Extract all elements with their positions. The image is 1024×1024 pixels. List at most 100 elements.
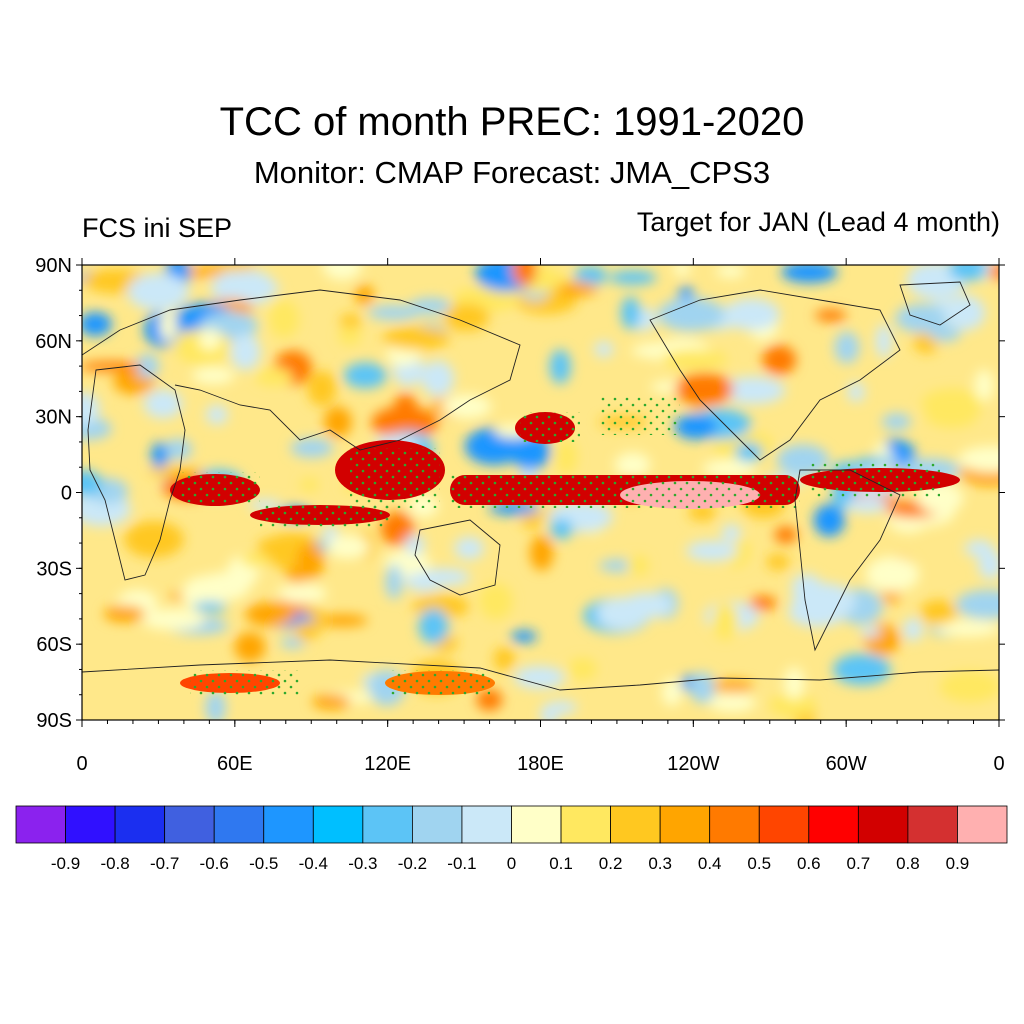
field-cell — [673, 265, 691, 277]
field-cell — [920, 599, 958, 625]
colorbar-swatch — [164, 805, 215, 844]
coastlines — [82, 281, 999, 691]
colorbar-label: 0.1 — [549, 854, 573, 873]
field-cell — [418, 608, 449, 644]
field-cell — [964, 539, 994, 557]
field-cell — [192, 366, 235, 385]
field-cell — [325, 535, 370, 559]
colorbar-swatch — [659, 805, 711, 844]
field-cell — [948, 265, 987, 282]
y-axis-label: 30S — [36, 558, 72, 580]
south-america-coast — [794, 469, 901, 652]
field-cell — [802, 585, 821, 614]
field-cell — [958, 446, 999, 473]
colorbar-swatch — [114, 805, 166, 844]
colorbar-swatch — [709, 805, 760, 844]
page-title: TCC of month PREC: 1991-2020 — [219, 100, 805, 144]
field-cell — [143, 389, 183, 419]
field-cell — [135, 353, 160, 379]
field-cell — [674, 413, 718, 440]
colorbar-swatch — [857, 805, 909, 844]
x-axis-label: 180E — [517, 753, 564, 775]
colorbar-label: -0.2 — [398, 854, 427, 873]
colorbar-label: -0.7 — [150, 854, 179, 873]
field-cell — [290, 438, 334, 458]
field-cell — [708, 692, 756, 713]
field-cell — [834, 331, 860, 364]
field-cell — [405, 571, 444, 592]
field-cell — [939, 671, 999, 703]
field-cell — [865, 556, 920, 593]
field-cell — [82, 361, 143, 372]
field-cell — [955, 589, 999, 620]
colorbar-label: -0.6 — [200, 854, 229, 873]
colorbar-swatch — [560, 805, 611, 844]
x-axis-label: 0 — [993, 753, 1004, 775]
field-cell — [847, 382, 865, 402]
field-cell — [749, 595, 777, 611]
field-cell — [716, 265, 745, 278]
field-cell — [661, 678, 683, 707]
colorbar-label: 0.8 — [896, 854, 920, 873]
field-cell — [766, 553, 790, 571]
field-cell — [721, 458, 751, 469]
field-cell — [339, 313, 362, 329]
field-cell — [355, 284, 375, 306]
field-cell — [311, 694, 351, 710]
field-cell — [124, 521, 184, 558]
y-axis-label: 60N — [35, 331, 72, 353]
field-cell — [549, 349, 571, 384]
field-cell — [322, 265, 362, 281]
x-axis-label: 0 — [76, 753, 87, 775]
y-axis-label: 0 — [61, 483, 72, 505]
antarctica-coast — [82, 659, 999, 691]
field-cell — [546, 700, 578, 714]
field-cell — [245, 602, 296, 627]
greenland-coast — [899, 281, 971, 326]
field-cell — [813, 504, 845, 537]
field-cell — [441, 394, 492, 419]
field-cell — [205, 405, 228, 425]
field-cell — [371, 406, 439, 440]
y-axis-label: 60S — [36, 634, 72, 656]
field-cell — [218, 281, 281, 296]
field-cell — [454, 536, 484, 560]
field-cell — [882, 413, 912, 431]
field-cell — [689, 672, 716, 704]
field-cell — [622, 592, 673, 619]
field-cell — [317, 614, 368, 627]
field-cell — [82, 392, 100, 426]
field-cell — [510, 630, 537, 643]
colorbar-swatch — [610, 805, 661, 844]
field-cell — [594, 341, 614, 358]
field-cell — [82, 470, 103, 497]
field-cell — [280, 637, 306, 649]
field-cell — [860, 626, 881, 638]
y-axis-label: 90N — [35, 255, 72, 277]
x-axis-label: 60E — [217, 753, 253, 775]
field-cell — [257, 537, 280, 557]
field-cell — [294, 621, 318, 642]
colorbar-swatch — [461, 805, 512, 844]
field-cell — [343, 362, 387, 389]
colorbar-label: -0.3 — [348, 854, 377, 873]
australia-coast — [414, 519, 501, 596]
field-cell — [513, 665, 566, 689]
field-cell — [529, 535, 554, 571]
field-cell — [781, 265, 838, 283]
map-plot-area — [82, 265, 999, 720]
field-cell — [574, 265, 607, 286]
colorbar-swatch — [65, 805, 116, 844]
field-cell — [520, 511, 543, 529]
colorbar-swatch — [907, 805, 958, 844]
field-cell — [814, 309, 847, 322]
colorbar-label: 0.7 — [847, 854, 871, 873]
field-cell — [557, 281, 598, 297]
colorbar-swatch — [808, 805, 859, 844]
colorbar-label: -0.9 — [51, 854, 80, 873]
field-cell — [323, 406, 352, 438]
field-cell — [82, 312, 112, 337]
field-cell — [768, 693, 817, 718]
colorbar-label: 0.4 — [698, 854, 722, 873]
